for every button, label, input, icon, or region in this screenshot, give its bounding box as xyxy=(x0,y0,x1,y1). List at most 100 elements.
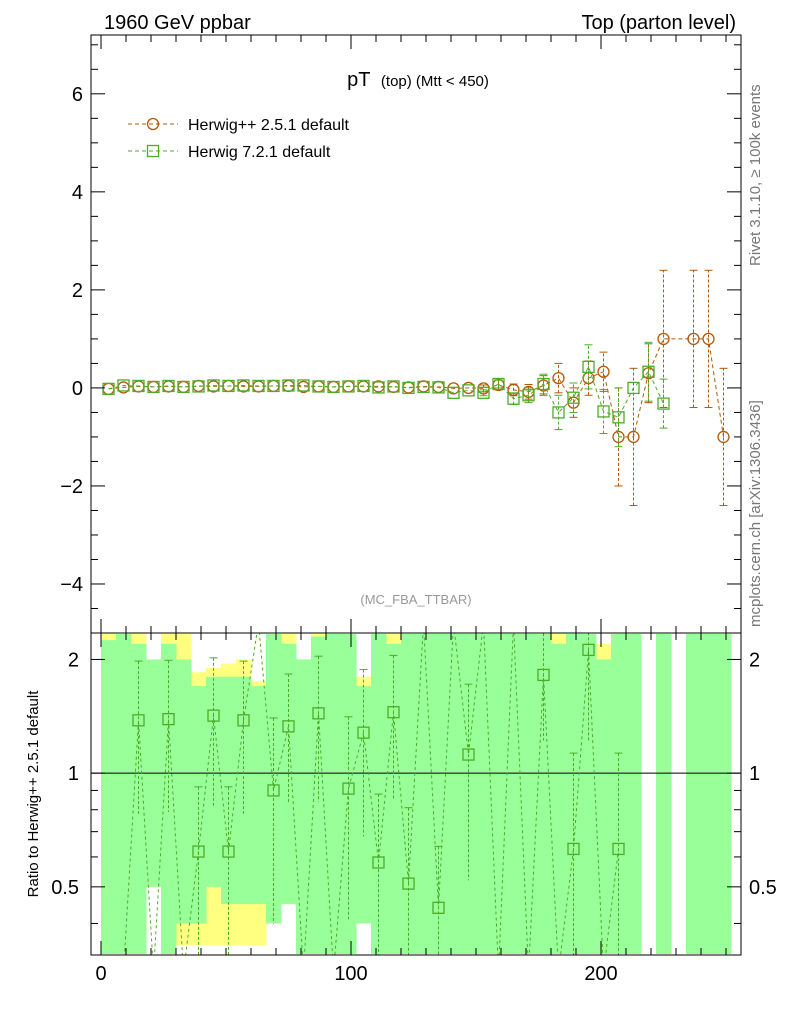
ratio-band-green-segment xyxy=(101,640,117,954)
data-point xyxy=(552,406,565,419)
analysis-label: (MC_FBA_TTBAR) xyxy=(360,592,471,607)
legend-label-herwig7: Herwig 7.2.1 default xyxy=(188,144,331,161)
rivet-label: Rivet 3.1.10, ≥ 100k events xyxy=(747,84,764,266)
ratio-band-green-segment xyxy=(401,634,417,954)
data-point xyxy=(342,380,355,393)
ratio-point xyxy=(372,856,385,869)
y-tick-label: 6 xyxy=(72,84,83,106)
ratio-point xyxy=(462,748,475,761)
ratio-point xyxy=(537,668,550,682)
ratio-band-green-segment xyxy=(296,659,312,954)
ratio-band-green-segment xyxy=(536,634,552,954)
data-point xyxy=(282,379,295,392)
ratio-point xyxy=(222,845,235,858)
ratio-band-green-segment xyxy=(581,634,597,954)
ratio-tick-label-left: 0.5 xyxy=(51,877,79,899)
data-point xyxy=(492,377,505,391)
ratio-band-green-segment xyxy=(251,686,267,905)
ratio-band-green-segment xyxy=(116,634,132,954)
data-point xyxy=(297,379,310,392)
ratio-band-green-segment xyxy=(506,634,522,954)
data-point xyxy=(717,430,730,444)
ratio-point xyxy=(342,782,355,795)
series-1 xyxy=(102,341,670,448)
data-point xyxy=(102,382,115,396)
plot-title: pT (top) (Mtt < 450) xyxy=(347,69,489,91)
data-point xyxy=(132,379,145,393)
title-sub: (top) (Mtt < 450) xyxy=(381,73,489,90)
data-point xyxy=(537,377,550,391)
data-point xyxy=(627,430,640,444)
y-tick-label: 0 xyxy=(72,378,83,400)
data-point xyxy=(642,365,655,378)
ratio-band-green-segment xyxy=(386,643,402,954)
data-point xyxy=(252,379,265,393)
ratio-point xyxy=(282,720,295,733)
data-point xyxy=(417,380,430,394)
legend-label-herwigpp: Herwig++ 2.5.1 default xyxy=(188,117,350,134)
ratio-tick-label-right: 2 xyxy=(749,649,760,671)
ratio-band-green-segment xyxy=(461,634,477,954)
ratio-tick-label-left: 2 xyxy=(68,649,79,671)
ratio-band-green-segment xyxy=(596,659,612,954)
y-tick-label: 2 xyxy=(72,280,83,302)
ratio-point xyxy=(402,877,415,890)
ratio-point xyxy=(567,842,580,856)
ratio-band-green-segment xyxy=(416,634,432,954)
x-tick-label: 0 xyxy=(95,963,106,985)
y-tick-label: 4 xyxy=(72,182,83,204)
series-0 xyxy=(102,269,730,507)
data-point xyxy=(387,380,400,393)
ratio-x-ticks xyxy=(100,633,727,955)
data-point xyxy=(147,380,160,394)
main-x-ticks xyxy=(100,35,727,633)
legend-entry-herwigpp: Herwig++ 2.5.1 default xyxy=(128,117,350,134)
ratio-point xyxy=(162,712,175,726)
ratio-band-green-segment xyxy=(161,643,177,954)
data-point xyxy=(237,379,250,392)
header-right: Top (parton level) xyxy=(581,12,736,34)
ratio-band-green-segment xyxy=(446,634,462,954)
legend-marker-herwig7 xyxy=(146,144,160,158)
ratio-point xyxy=(582,643,595,657)
data-point xyxy=(657,332,670,346)
x-tick-label: 100 xyxy=(334,963,367,985)
ratio-band-green-segment xyxy=(431,634,447,954)
ratio-band-green-segment xyxy=(656,634,672,954)
ratio-point xyxy=(192,845,205,858)
data-point xyxy=(612,411,625,424)
y-tick-label: −4 xyxy=(60,574,83,596)
ratio-y-ticks: 0.5 0.5 1 1 2 2 xyxy=(51,649,777,924)
legend: Herwig++ 2.5.1 default Herwig 7.2.1 defa… xyxy=(128,117,350,161)
ratio-point xyxy=(237,714,250,727)
data-point xyxy=(207,379,220,392)
ratio-band-green-segment xyxy=(236,676,252,905)
data-point xyxy=(687,332,700,346)
ratio-band-green-segment xyxy=(221,676,237,905)
ratio-band-green-segment xyxy=(311,636,327,954)
data-point xyxy=(222,379,235,393)
data-point xyxy=(432,381,445,394)
data-point xyxy=(447,386,460,399)
ratio-band-green-segment xyxy=(626,634,642,954)
ratio-point xyxy=(357,726,370,739)
ratio-tick-label-right: 1 xyxy=(749,763,760,785)
ratio-tick-label-right: 0.5 xyxy=(749,877,777,899)
ratio-point xyxy=(312,707,325,720)
mcplots-label: mcplots.cern.ch [arXiv:1306.3436] xyxy=(747,400,764,627)
ratio-panel: 0.5 0.5 1 1 2 2 Ratio to Herwig++ 2.5.1 defau… xyxy=(25,632,777,956)
data-point xyxy=(372,381,385,394)
data-point xyxy=(312,380,325,393)
ratio-band-green-segment xyxy=(551,643,567,954)
x-tick-labels: 0 100 200 xyxy=(95,963,617,985)
ratio-band-green-segment xyxy=(281,643,297,905)
ratio-band-green-segment xyxy=(491,634,507,954)
title-main: pT xyxy=(347,69,370,91)
ratio-point xyxy=(612,842,625,856)
ratio-point xyxy=(207,709,220,722)
ratio-band-green-segment xyxy=(716,634,732,954)
data-point xyxy=(192,380,205,393)
ratio-band-green-segment xyxy=(701,634,717,954)
ratio-point xyxy=(267,784,280,797)
